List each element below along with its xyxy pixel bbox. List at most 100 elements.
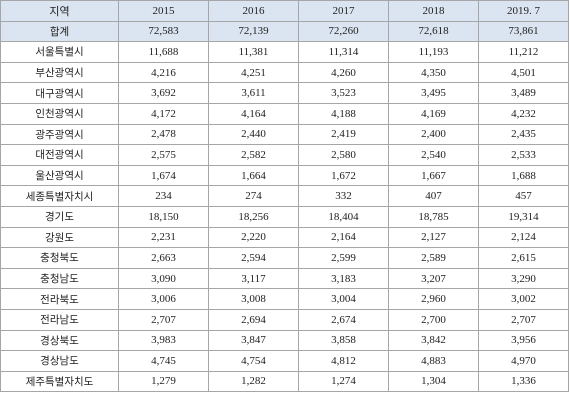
value-cell: 2,589 (388, 247, 479, 269)
value-cell: 2,435 (478, 123, 569, 146)
value-cell: 2,220 (208, 226, 299, 249)
value-cell: 3,489 (478, 82, 569, 104)
value-cell: 72,139 (208, 20, 299, 43)
header-cell: 2019. 7 (478, 0, 569, 22)
value-cell: 19,314 (478, 205, 569, 228)
value-cell: 3,858 (298, 329, 389, 352)
value-cell: 1,279 (118, 370, 209, 393)
value-cell: 4,172 (118, 102, 209, 125)
value-cell: 3,495 (388, 82, 479, 104)
region-cell: 대구광역시 (0, 82, 119, 104)
value-cell: 1,282 (208, 370, 299, 393)
value-cell: 3,842 (388, 329, 479, 352)
table-row: 부산광역시 4,216 4,251 4,260 4,350 4,501 (0, 61, 569, 84)
value-cell: 2,400 (388, 123, 479, 146)
value-cell: 2,700 (388, 308, 479, 331)
header-cell: 2018 (388, 0, 479, 22)
table-row: 전라북도 3,006 3,008 3,004 2,960 3,002 (0, 288, 569, 310)
region-cell: 인천광역시 (0, 102, 119, 125)
value-cell: 4,260 (298, 61, 389, 84)
value-cell: 11,193 (388, 41, 479, 63)
value-cell: 1,304 (388, 370, 479, 393)
table-row: 서울특별시 11,688 11,381 11,314 11,193 11,212 (0, 41, 569, 63)
region-cell: 합계 (0, 20, 119, 43)
table-row: 전라남도 2,707 2,694 2,674 2,700 2,707 (0, 308, 569, 331)
region-cell: 서울특별시 (0, 41, 119, 63)
value-cell: 274 (208, 185, 299, 207)
data-table: 지역 2015 2016 2017 2018 2019. 7 합계 72,583 72,139… (0, 0, 569, 393)
value-cell: 2,540 (388, 144, 479, 166)
value-cell: 3,002 (478, 288, 569, 310)
value-cell: 1,336 (478, 370, 569, 393)
table-row: 울산광역시 1,674 1,664 1,672 1,667 1,688 (0, 164, 569, 187)
value-cell: 3,207 (388, 267, 479, 290)
value-cell: 3,956 (478, 329, 569, 352)
value-cell: 18,256 (208, 205, 299, 228)
value-cell: 2,615 (478, 247, 569, 269)
region-cell: 부산광역시 (0, 61, 119, 84)
table-row: 대전광역시 2,575 2,582 2,580 2,540 2,533 (0, 144, 569, 166)
value-cell: 2,580 (298, 144, 389, 166)
value-cell: 2,164 (298, 226, 389, 249)
value-cell: 3,117 (208, 267, 299, 290)
value-cell: 1,274 (298, 370, 389, 393)
value-cell: 2,594 (208, 247, 299, 269)
value-cell: 2,127 (388, 226, 479, 249)
header-cell: 2015 (118, 0, 209, 22)
value-cell: 11,212 (478, 41, 569, 63)
value-cell: 4,812 (298, 350, 389, 372)
header-cell: 2016 (208, 0, 299, 22)
value-cell: 18,785 (388, 205, 479, 228)
header-cell: 지역 (0, 0, 119, 22)
region-cell: 전라북도 (0, 288, 119, 310)
value-cell: 3,004 (298, 288, 389, 310)
region-cell: 강원도 (0, 226, 119, 249)
value-cell: 2,124 (478, 226, 569, 249)
value-cell: 18,150 (118, 205, 209, 228)
table-row: 경기도 18,150 18,256 18,404 18,785 19,314 (0, 205, 569, 228)
value-cell: 4,188 (298, 102, 389, 125)
table-row: 충청남도 3,090 3,117 3,183 3,207 3,290 (0, 267, 569, 290)
value-cell: 457 (478, 185, 569, 207)
region-cell: 경기도 (0, 205, 119, 228)
value-cell: 2,231 (118, 226, 209, 249)
value-cell: 4,232 (478, 102, 569, 125)
region-cell: 전라남도 (0, 308, 119, 331)
value-cell: 2,575 (118, 144, 209, 166)
table-row: 세종특별자치시 234 274 332 407 457 (0, 185, 569, 207)
region-cell: 충청북도 (0, 247, 119, 269)
value-cell: 2,533 (478, 144, 569, 166)
value-cell: 18,404 (298, 205, 389, 228)
value-cell: 1,674 (118, 164, 209, 187)
region-cell: 충청남도 (0, 267, 119, 290)
value-cell: 72,260 (298, 20, 389, 43)
value-cell: 4,745 (118, 350, 209, 372)
table-row: 강원도 2,231 2,220 2,164 2,127 2,124 (0, 226, 569, 249)
value-cell: 3,006 (118, 288, 209, 310)
value-cell: 1,667 (388, 164, 479, 187)
value-cell: 3,847 (208, 329, 299, 352)
value-cell: 72,618 (388, 20, 479, 43)
value-cell: 2,582 (208, 144, 299, 166)
value-cell: 11,688 (118, 41, 209, 63)
value-cell: 3,523 (298, 82, 389, 104)
table-row: 제주특별자치도 1,279 1,282 1,274 1,304 1,336 (0, 370, 569, 393)
value-cell: 4,970 (478, 350, 569, 372)
region-cell: 제주특별자치도 (0, 370, 119, 393)
value-cell: 4,169 (388, 102, 479, 125)
value-cell: 407 (388, 185, 479, 207)
region-cell: 경상남도 (0, 350, 119, 372)
value-cell: 3,611 (208, 82, 299, 104)
value-cell: 3,008 (208, 288, 299, 310)
value-cell: 4,501 (478, 61, 569, 84)
table-row: 인천광역시 4,172 4,164 4,188 4,169 4,232 (0, 102, 569, 125)
value-cell: 2,419 (298, 123, 389, 146)
value-cell: 2,707 (118, 308, 209, 331)
value-cell: 4,164 (208, 102, 299, 125)
value-cell: 2,694 (208, 308, 299, 331)
value-cell: 4,216 (118, 61, 209, 84)
table-row: 합계 72,583 72,139 72,260 72,618 73,861 (0, 20, 569, 43)
value-cell: 3,090 (118, 267, 209, 290)
value-cell: 4,883 (388, 350, 479, 372)
